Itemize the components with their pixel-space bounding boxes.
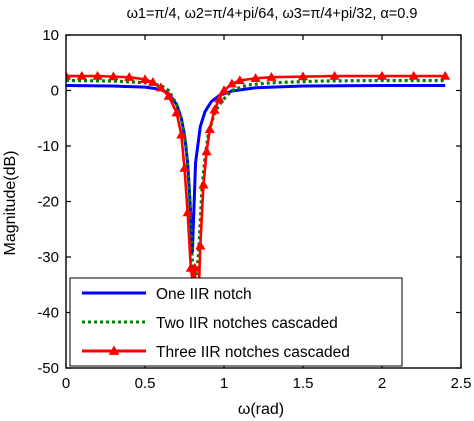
- x-tick-label: 2.5: [451, 375, 472, 392]
- x-tick-label: 1: [220, 375, 228, 392]
- y-tick-label: -50: [37, 360, 59, 377]
- series-3-marker: [66, 70, 72, 80]
- x-tick-label: 1.5: [293, 375, 314, 392]
- y-tick-label: -10: [37, 138, 59, 155]
- x-tick-label: 0: [62, 375, 70, 392]
- series-3-marker: [76, 70, 87, 80]
- series-3-marker: [171, 107, 182, 117]
- series-3-marker: [329, 70, 340, 80]
- series-3-marker: [204, 124, 215, 133]
- legend-marker-3: [108, 345, 120, 355]
- series-3-marker: [92, 70, 103, 80]
- series-3-marker: [108, 71, 119, 81]
- series-3-marker: [163, 90, 174, 100]
- series-3-marker: [124, 71, 135, 81]
- chart-title: ω1=π/4, ω2=π/4+pi/64, ω3=π/4+pi/32, α=0.…: [127, 6, 418, 22]
- series-3-marker: [297, 71, 309, 81]
- series-3-marker: [214, 93, 225, 103]
- series-3-marker: [209, 104, 220, 114]
- series-3-marker: [234, 75, 245, 85]
- legend-label-1: One IIR notch: [156, 286, 252, 303]
- series-3-marker: [408, 70, 419, 80]
- series-3-marker: [266, 71, 277, 81]
- legend-label-2: Two IIR notches cascaded: [156, 315, 338, 332]
- series-3-marker: [376, 70, 388, 80]
- series-line-1: [66, 84, 446, 253]
- series-3-marker: [182, 207, 193, 217]
- series-3-marker: [250, 73, 261, 82]
- series-3-marker: [195, 240, 206, 250]
- series-3-marker: [226, 78, 237, 88]
- series-3-marker: [139, 74, 151, 84]
- series-3-marker: [155, 82, 166, 92]
- series-3-marker: [176, 129, 187, 139]
- series-3-marker: [147, 76, 158, 86]
- y-tick-label: 0: [51, 83, 59, 100]
- axis-ticks: 0 0.5 1 1.5 2 2.5 10 0 -10 -20 -30 -40 -50: [37, 27, 471, 392]
- x-tick-label: 2: [378, 375, 386, 392]
- series-3-marker: [189, 262, 200, 272]
- y-tick-label: -20: [37, 194, 59, 211]
- series-line-2: [66, 78, 446, 287]
- series-3-marker: [198, 179, 209, 189]
- y-tick-label: -30: [37, 249, 59, 266]
- legend: One IIR notch Two IIR notches cascaded Thr…: [69, 277, 403, 367]
- y-tick-label: 10: [42, 27, 59, 44]
- x-axis-label: ω(rad): [238, 401, 284, 418]
- series-3-marker: [179, 162, 190, 172]
- series-3-marker: [440, 70, 451, 80]
- y-tick-label: -40: [37, 305, 59, 322]
- y-axis-label: Magnitude(dB): [2, 151, 19, 256]
- legend-label-3: Three IIR notches cascaded: [156, 344, 350, 361]
- series-3-marker: [201, 146, 212, 156]
- series-3-marker: [218, 85, 230, 95]
- x-tick-label: 0.5: [135, 375, 156, 392]
